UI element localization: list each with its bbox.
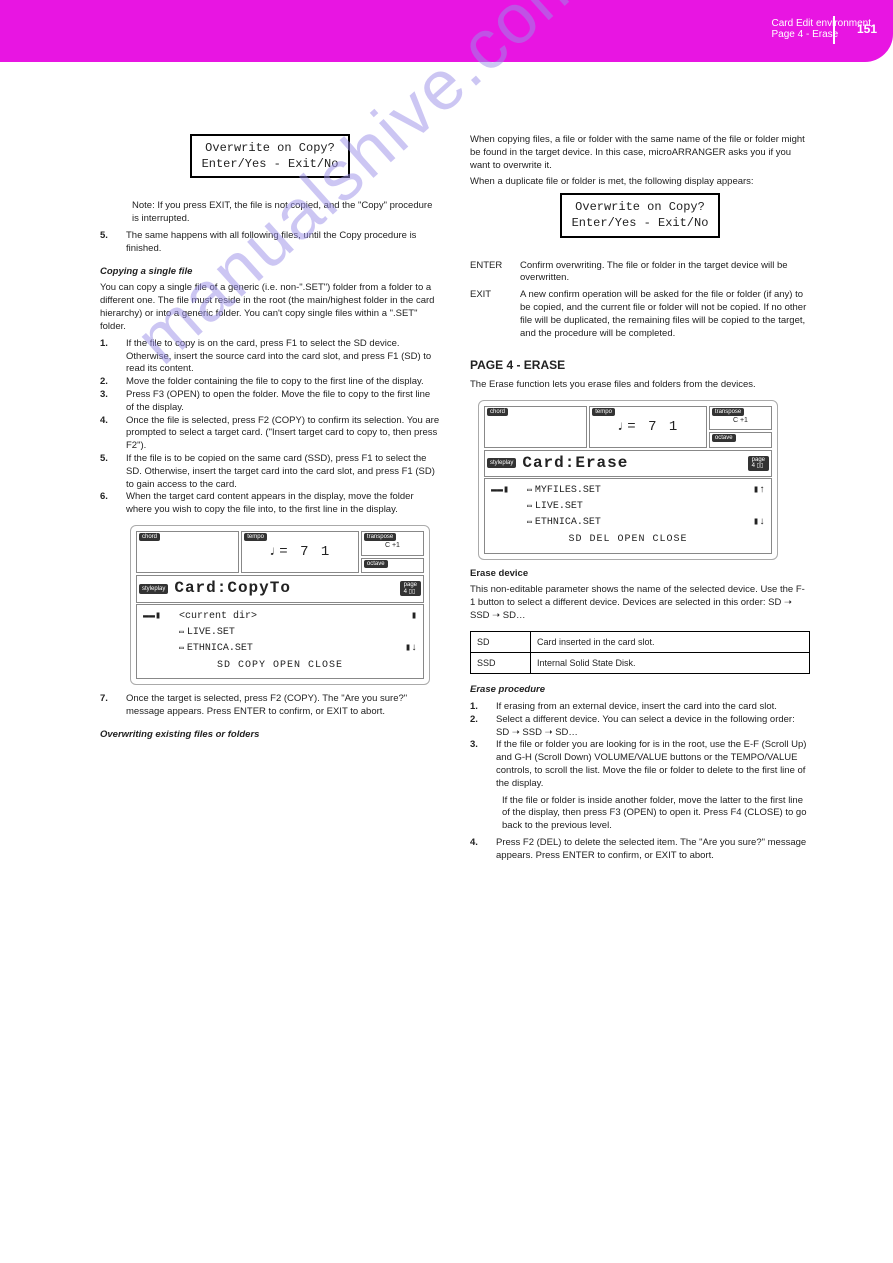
erase-heading: PAGE 4 - ERASE (470, 357, 810, 373)
page-banner: Card Edit environment Page 4 - Erase 151 (0, 0, 893, 62)
single-file-intro: You can copy a single file of a generic … (100, 282, 440, 333)
erase-dev-head: Erase device (470, 568, 810, 581)
overwrite-dialog: Overwrite on Copy? Enter/Yes - Exit/No (190, 134, 351, 178)
single-file-head: Copying a single file (100, 266, 440, 279)
left-column: Overwrite on Copy? Enter/Yes - Exit/No N… (100, 130, 440, 746)
step5-num: 5. (100, 230, 126, 256)
device-table: SDCard inserted in the card slot. SSDInt… (470, 631, 810, 674)
overwrite-head: Overwriting existing files or folders (100, 729, 440, 742)
erase-screen: chord tempo ♩= 7 1 transpose C +1 octave… (478, 400, 778, 560)
erase-proc-head: Erase procedure (470, 684, 810, 697)
copyto-screen: chord tempo ♩= 7 1 transpose C +1 octave… (130, 525, 430, 685)
step5-txt: The same happens with all following file… (126, 230, 440, 256)
page-number: 151 (857, 22, 877, 36)
banner-divider (833, 16, 835, 44)
overwrite-dialog-2: Overwrite on Copy? Enter/Yes - Exit/No (560, 193, 721, 237)
step4-note: Note: If you press EXIT, the file is not… (132, 200, 440, 226)
right-column: When copying files, a file or folder wit… (470, 130, 810, 863)
